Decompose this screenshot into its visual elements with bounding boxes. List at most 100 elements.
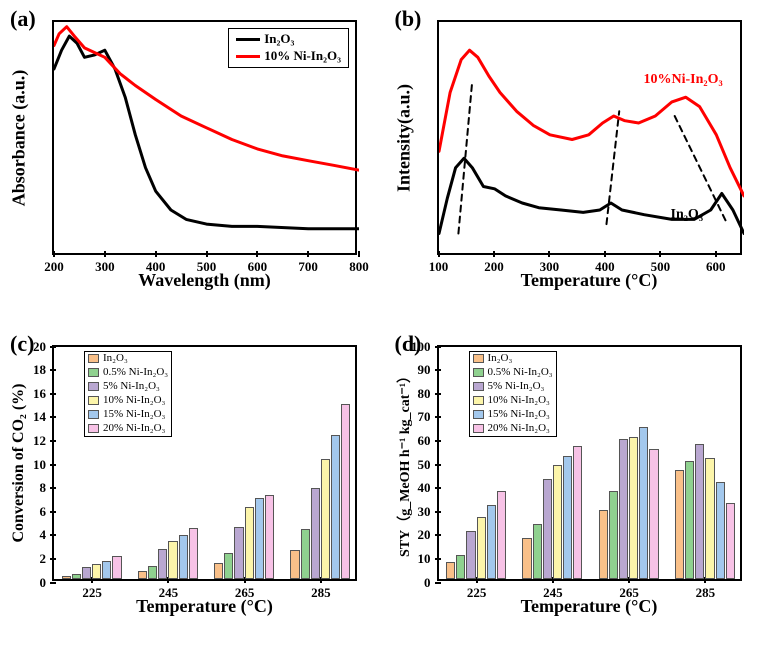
bar [72,574,81,579]
ytick: 14 [33,409,46,425]
xtick: 285 [311,585,331,601]
xtick: 285 [696,585,716,601]
bar [649,449,658,579]
bar [112,556,121,578]
b-ylabel: Intensity(a.u.) [393,83,414,191]
bar [138,571,147,578]
ytick: 60 [418,433,431,449]
ytick: 30 [418,504,431,520]
bar [533,524,542,578]
plot-a: Absorbance (a.u.) Wavelength (nm) 200300… [52,20,357,255]
ytick: 50 [418,457,431,473]
xtick: 225 [82,585,102,601]
bar [675,470,684,579]
ytick: 6 [40,504,47,520]
bar [695,444,704,579]
b-xtick: 400 [595,259,615,275]
bar [466,531,475,578]
a-xtick: 600 [248,259,268,275]
figure-grid: (a) Absorbance (a.u.) Wavelength (nm) 20… [0,0,769,649]
bar [62,576,71,578]
panel-c-label: (c) [10,331,34,357]
bar [599,510,608,578]
ytick: 0 [40,575,47,591]
bar-legend: In₂O₃0.5% Ni-In₂O₃5% Ni-In₂O₃10% Ni-In₂O… [84,351,172,437]
bar [543,479,552,578]
ytick: 4 [40,527,47,543]
plot-d: STY（g_MeOH h⁻¹ kg_cat⁻¹） Temperature (°C… [437,345,742,581]
panel-a-label: (a) [10,6,36,32]
a-legend: In₂O₃10% Ni-In₂O₃ [228,28,349,68]
bar [716,482,725,579]
bar [446,562,455,579]
ytick: 80 [418,386,431,402]
xtick: 265 [619,585,639,601]
bar [265,495,274,579]
xtick: 265 [235,585,255,601]
bar [245,507,254,579]
panel-d-label: (d) [395,331,422,357]
bar [331,435,340,579]
panel-a: (a) Absorbance (a.u.) Wavelength (nm) 20… [0,0,385,325]
bar [563,456,572,579]
ytick: 8 [40,480,47,496]
xtick: 225 [467,585,487,601]
b-xtick: 200 [484,259,504,275]
bar [179,535,188,579]
ytick: 2 [40,551,47,567]
bar [234,527,243,579]
a-xtick: 200 [44,259,64,275]
plot-c: Conversion of CO₂ (%) Temperature (°C) 0… [52,345,357,581]
b-series-label: 10%Ni-In₂O₃ [644,72,723,88]
bar [311,488,320,579]
bar [214,563,223,578]
bar [477,517,486,578]
bar [573,446,582,578]
bar [456,555,465,579]
bar [189,528,198,579]
panel-d: (d) STY（g_MeOH h⁻¹ kg_cat⁻¹） Temperature… [385,325,769,649]
b-series-label: In₂O₃ [671,207,704,223]
bar [553,465,562,578]
ytick: 12 [33,433,46,449]
bar [321,459,330,578]
bar [290,550,299,578]
bar [522,538,531,578]
bar [301,529,310,579]
d-ylabel: STY（g_MeOH h⁻¹ kg_cat⁻¹） [394,368,414,556]
bar [619,439,628,578]
bar [168,541,177,579]
bar [148,566,157,579]
bar [639,427,648,578]
bar [487,505,496,578]
xtick: 245 [543,585,563,601]
bar [224,553,233,579]
bar [341,404,350,579]
bar-legend: In₂O₃0.5% Ni-In₂O₃5% Ni-In₂O₃10% Ni-In₂O… [469,351,557,437]
bar [497,491,506,578]
b-xtick: 100 [429,259,449,275]
a-xtick: 500 [197,259,217,275]
ytick: 20 [418,527,431,543]
ytick: 70 [418,409,431,425]
ytick: 18 [33,362,46,378]
bar [629,437,638,579]
bar [82,567,91,579]
xtick: 245 [159,585,179,601]
bar [609,491,618,578]
ytick: 10 [418,551,431,567]
panel-b: (b) Intensity(a.u.) Temperature (°C) 100… [385,0,769,325]
bar [158,549,167,579]
bar [726,503,735,579]
bar [92,564,101,578]
panel-b-label: (b) [395,6,422,32]
ytick: 0 [424,575,431,591]
b-xtick: 300 [540,259,560,275]
ytick: 90 [418,362,431,378]
ytick: 16 [33,386,46,402]
plot-b: Intensity(a.u.) Temperature (°C) 1002003… [437,20,742,255]
a-xtick: 800 [349,259,369,275]
panel-c: (c) Conversion of CO₂ (%) Temperature (°… [0,325,385,649]
bar [705,458,714,578]
bar [102,561,111,579]
